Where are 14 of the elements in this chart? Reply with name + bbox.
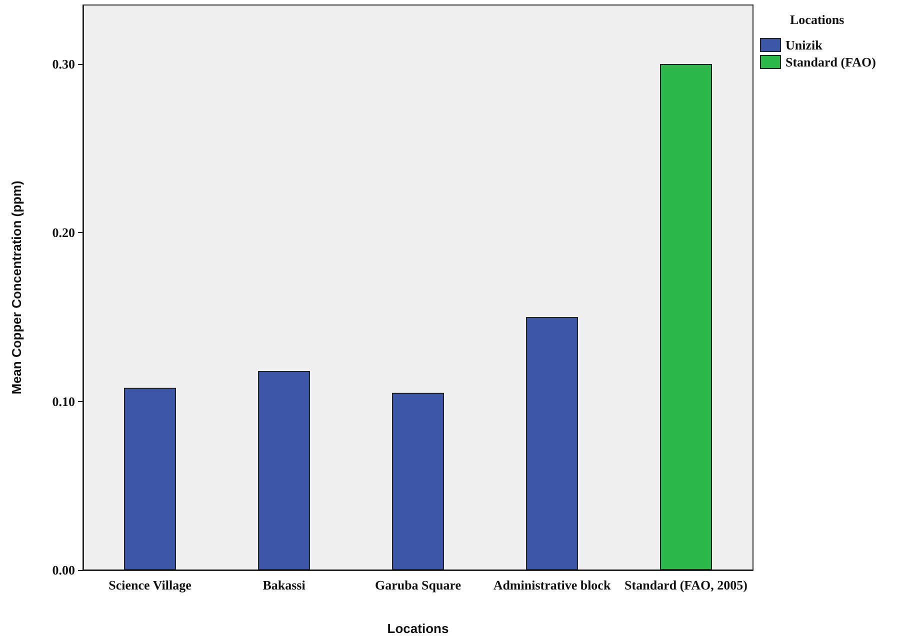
x-tick-label: Bakassi: [262, 578, 306, 592]
x-axis-title: Locations: [790, 12, 844, 27]
legend-label: Standard (FAO): [786, 54, 876, 70]
legend-title: Locations: [387, 621, 449, 636]
y-tick-label: 0.20: [52, 225, 75, 240]
y-tick-label: 0.00: [52, 562, 75, 578]
y-tick-label: 0.10: [52, 394, 75, 409]
y-tick-label: 0.30: [52, 56, 75, 72]
y-axis-title: Mean Copper Concentration (ppm): [9, 180, 24, 394]
x-tick-label: Science Village: [108, 578, 192, 592]
x-tick-label: Garuba Square: [374, 578, 462, 592]
x-tick-label: Administrative block: [493, 578, 612, 592]
legend-label: Unizik: [786, 38, 824, 52]
x-tick-label: Standard (FAO, 2005): [624, 578, 748, 592]
